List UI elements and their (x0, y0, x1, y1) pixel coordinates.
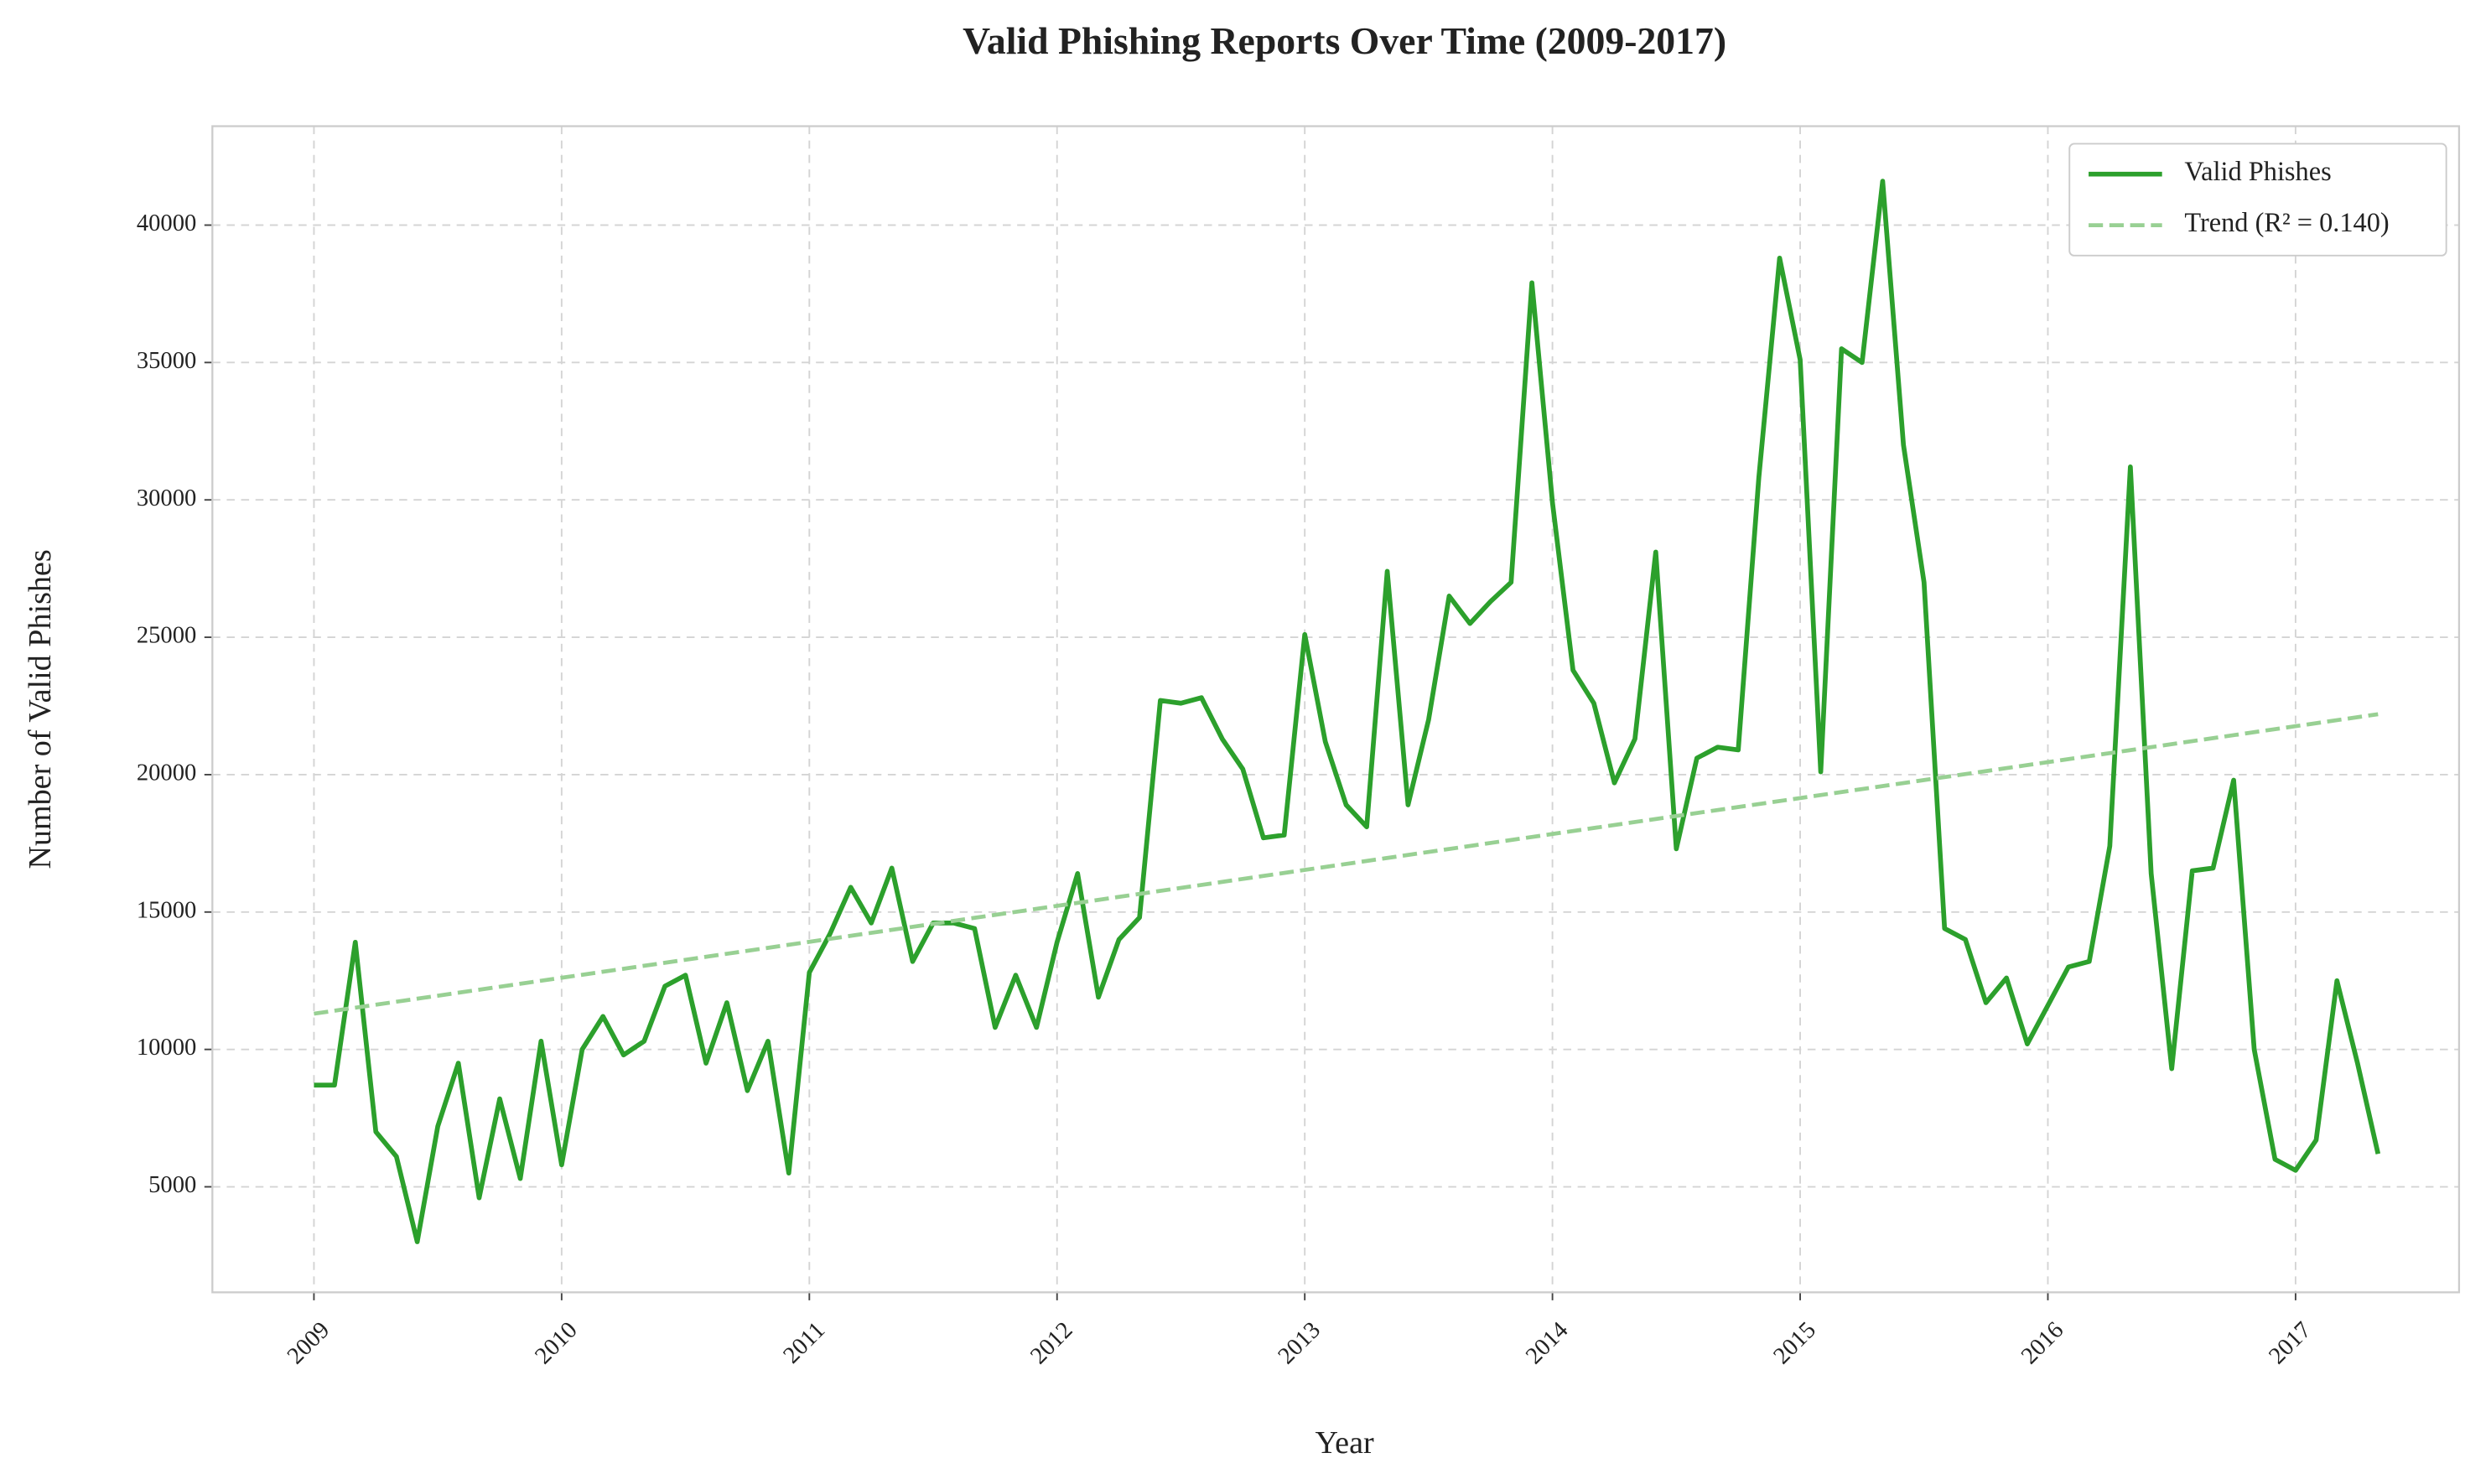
y-tick-label: 5000 (148, 1172, 196, 1198)
legend-label: Trend (R² = 0.140) (2184, 208, 2389, 238)
y-tick-label: 25000 (137, 623, 196, 649)
y-axis-label: Number of Valid Phishes (23, 549, 58, 869)
y-tick-label: 40000 (137, 210, 196, 236)
plot-frame (211, 125, 2461, 1294)
chart-title: Valid Phishing Reports Over Time (2009-2… (963, 19, 1726, 62)
legend-box (2068, 143, 2447, 257)
y-tick-label: 15000 (137, 897, 196, 923)
x-axis-label: Year (1315, 1425, 1373, 1461)
y-tick-label: 30000 (137, 485, 196, 511)
y-tick-label: 20000 (137, 760, 196, 786)
y-tick-label: 10000 (137, 1035, 196, 1061)
legend-label: Valid Phishes (2184, 157, 2331, 187)
trend-line (314, 712, 2379, 1016)
data-line (314, 179, 2381, 1244)
y-tick-label: 35000 (137, 348, 196, 374)
